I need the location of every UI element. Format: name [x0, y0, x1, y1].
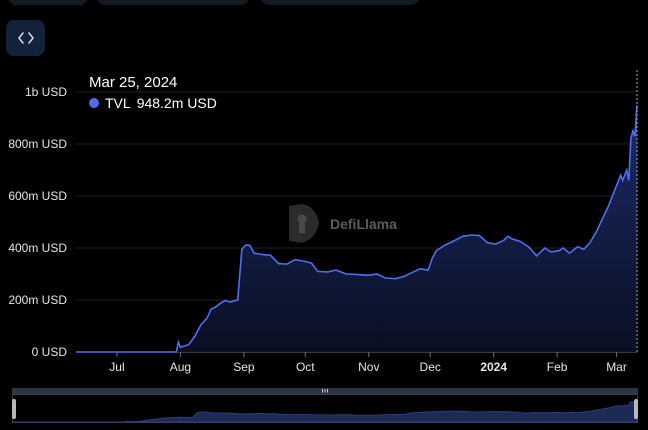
y-tick-label: 1b USD	[25, 85, 67, 99]
slider-grip-icon	[322, 389, 328, 393]
y-tick-label: 800m USD	[8, 137, 67, 151]
embed-code-button[interactable]	[6, 20, 45, 56]
slider-right-handle[interactable]	[634, 399, 638, 419]
slider-preview-area	[13, 397, 638, 423]
range-slider[interactable]	[12, 388, 638, 424]
y-tick-label: 600m USD	[8, 189, 67, 203]
y-tick-label: 0 USD	[32, 345, 68, 359]
x-tick-label: Jul	[109, 360, 124, 374]
tvl-line	[76, 105, 638, 353]
y-tick-label: 200m USD	[8, 293, 67, 307]
tooltip-series-value: 948.2m USD	[136, 95, 217, 111]
x-tick-label: 2024	[480, 360, 507, 374]
top-tab-1[interactable]	[8, 0, 88, 5]
tooltip-row: TVL 948.2m USD	[89, 95, 217, 111]
watermark-text: DefiLlama	[330, 216, 397, 232]
code-icon	[17, 32, 34, 44]
x-tick-label: Dec	[420, 360, 441, 374]
tooltip-date: Mar 25, 2024	[89, 74, 178, 91]
tvl-area	[76, 105, 637, 352]
x-axis: Jul Aug Sep Oct Nov Dec 2024 Feb Mar	[76, 351, 637, 374]
top-tab-3[interactable]	[261, 0, 419, 5]
x-tick-label: Nov	[358, 360, 379, 374]
tvl-chart: 0 USD 200m USD 400m USD 600m USD 800m USD 1b …	[8, 70, 638, 374]
x-tick-label: Sep	[233, 360, 255, 374]
tooltip-series-name: TVL	[105, 95, 131, 111]
watermark: DefiLlama	[289, 204, 397, 243]
x-tick-label: Oct	[296, 360, 315, 374]
x-tick-label: Aug	[170, 360, 191, 374]
y-tick-label: 400m USD	[8, 241, 67, 255]
y-axis: 0 USD 200m USD 400m USD 600m USD 800m USD 1b …	[8, 85, 67, 359]
x-tick-label: Mar	[606, 360, 627, 374]
x-tick-label: Feb	[547, 360, 568, 374]
slider-left-handle[interactable]	[12, 399, 16, 419]
top-tab-2[interactable]	[97, 0, 249, 5]
series-dot	[89, 98, 99, 108]
